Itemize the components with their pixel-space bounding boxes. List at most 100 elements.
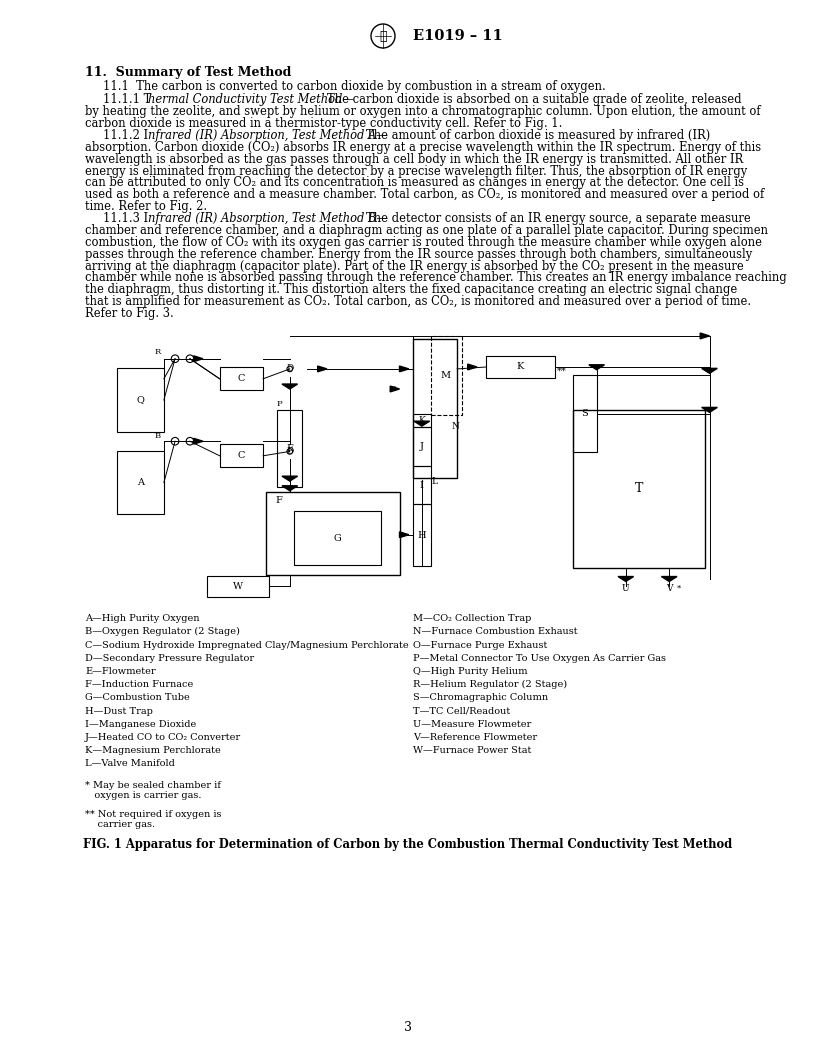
Text: E—Flowmeter: E—Flowmeter — [85, 667, 156, 676]
Text: T—TC Cell/Readout: T—TC Cell/Readout — [413, 706, 510, 716]
Text: P: P — [276, 400, 282, 408]
Text: T: T — [635, 483, 643, 495]
Text: F: F — [276, 496, 282, 505]
Text: D: D — [286, 447, 294, 456]
Bar — [413, 466, 431, 505]
Bar — [220, 367, 263, 391]
Text: Ⓞ: Ⓞ — [379, 30, 387, 42]
Polygon shape — [618, 577, 633, 582]
Text: M—CO₂ Collection Trap: M—CO₂ Collection Trap — [413, 615, 531, 623]
Polygon shape — [193, 356, 203, 361]
Text: K—Magnesium Perchlorate: K—Magnesium Perchlorate — [85, 747, 221, 755]
Text: **: ** — [557, 366, 567, 376]
Text: H: H — [418, 531, 426, 540]
Text: M: M — [441, 371, 451, 380]
Polygon shape — [700, 333, 709, 339]
Text: B: B — [155, 432, 161, 439]
Text: G: G — [334, 534, 341, 543]
Text: W: W — [233, 582, 243, 591]
Polygon shape — [468, 364, 477, 370]
Text: C: C — [237, 374, 245, 383]
Text: time. Refer to Fig. 2.: time. Refer to Fig. 2. — [85, 200, 207, 213]
Polygon shape — [390, 386, 400, 392]
Bar — [486, 356, 555, 378]
Text: 3: 3 — [404, 1021, 412, 1034]
Text: F—Induction Furnace: F—Induction Furnace — [85, 680, 193, 690]
Bar — [431, 336, 462, 415]
Text: absorption. Carbon dioxide (CO₂) absorbs IR energy at a precise wavelength withi: absorption. Carbon dioxide (CO₂) absorbs… — [85, 140, 761, 154]
Text: E: E — [286, 444, 293, 453]
Text: D: D — [286, 364, 294, 374]
Text: arriving at the diaphragm (capacitor plate). Part of the IR energy is absorbed b: arriving at the diaphragm (capacitor pla… — [85, 260, 743, 272]
Bar — [118, 451, 164, 514]
Text: U—Measure Flowmeter: U—Measure Flowmeter — [413, 720, 531, 729]
Bar — [294, 511, 381, 565]
Text: D—Secondary Pressure Regulator: D—Secondary Pressure Regulator — [85, 654, 254, 663]
Bar — [413, 339, 457, 478]
Text: can be attributed to only CO₂ and its concentration is measured as changes in en: can be attributed to only CO₂ and its co… — [85, 176, 744, 189]
Text: o: o — [391, 384, 397, 394]
Text: Q—High Purity Helium: Q—High Purity Helium — [413, 667, 527, 676]
Text: W—Furnace Power Stat: W—Furnace Power Stat — [413, 747, 531, 755]
Text: that is amplified for measurement as CO₂. Total carbon, as CO₂, is monitored and: that is amplified for measurement as CO₂… — [85, 295, 751, 308]
Polygon shape — [282, 384, 298, 389]
Text: The carbon dioxide is absorbed on a suitable grade of zeolite, released: The carbon dioxide is absorbed on a suit… — [326, 93, 741, 107]
Text: Q: Q — [136, 396, 144, 404]
Text: N: N — [451, 421, 459, 431]
Text: J: J — [419, 442, 424, 451]
Text: R—Helium Regulator (2 Stage): R—Helium Regulator (2 Stage) — [413, 680, 567, 690]
Text: A: A — [137, 478, 144, 487]
Text: 11.1  The carbon is converted to carbon dioxide by combustion in a stream of oxy: 11.1 The carbon is converted to carbon d… — [103, 79, 605, 93]
Text: L—Valve Manifold: L—Valve Manifold — [85, 759, 175, 769]
Text: N—Furnace Combustion Exhaust: N—Furnace Combustion Exhaust — [413, 627, 578, 637]
Text: FIG. 1 Apparatus for Determination of Carbon by the Combustion Thermal Conductiv: FIG. 1 Apparatus for Determination of Ca… — [83, 837, 733, 850]
Text: nfrared (IR) Absorption, Test Method B—: nfrared (IR) Absorption, Test Method B— — [148, 212, 388, 225]
Polygon shape — [589, 364, 605, 370]
Text: I—Manganese Dioxide: I—Manganese Dioxide — [85, 720, 197, 729]
Text: wavelength is absorbed as the gas passes through a cell body in which the IR ene: wavelength is absorbed as the gas passes… — [85, 153, 743, 166]
Text: used as both a reference and a measure chamber. Total carbon, as CO₂, is monitor: used as both a reference and a measure c… — [85, 188, 765, 201]
Text: by heating the zeolite, and swept by helium or oxygen into a chromatographic col: by heating the zeolite, and swept by hel… — [85, 105, 761, 118]
Text: The detector consists of an IR energy source, a separate measure: The detector consists of an IR energy so… — [366, 212, 751, 225]
Text: passes through the reference chamber. Energy from the IR source passes through b: passes through the reference chamber. En… — [85, 248, 752, 261]
Text: H—Dust Trap: H—Dust Trap — [85, 706, 153, 716]
Bar — [413, 428, 431, 466]
Text: * May be sealed chamber if
   oxygen is carrier gas.: * May be sealed chamber if oxygen is car… — [85, 780, 221, 799]
Bar — [573, 410, 705, 568]
Text: combustion, the flow of CO₂ with its oxygen gas carrier is routed through the me: combustion, the flow of CO₂ with its oxy… — [85, 235, 762, 249]
Text: O—Furnace Purge Exhaust: O—Furnace Purge Exhaust — [413, 641, 548, 649]
Text: A—High Purity Oxygen: A—High Purity Oxygen — [85, 615, 199, 623]
Text: chamber and reference chamber, and a diaphragm acting as one plate of a parallel: chamber and reference chamber, and a dia… — [85, 224, 768, 238]
Bar — [413, 505, 431, 566]
Text: 11.1.3 I: 11.1.3 I — [103, 212, 149, 225]
Polygon shape — [414, 421, 430, 427]
Text: R: R — [154, 347, 161, 356]
Bar — [413, 414, 431, 428]
Polygon shape — [317, 366, 327, 372]
Polygon shape — [702, 369, 717, 374]
Text: G—Combustion Tube: G—Combustion Tube — [85, 694, 190, 702]
Text: Refer to Fig. 3.: Refer to Fig. 3. — [85, 306, 174, 320]
Text: S—Chromagraphic Column: S—Chromagraphic Column — [413, 694, 548, 702]
Text: K: K — [419, 416, 425, 426]
Text: J—Heated CO to CO₂ Converter: J—Heated CO to CO₂ Converter — [85, 733, 241, 742]
Text: the diaphragm, thus distorting it. This distortion alters the fixed capacitance : the diaphragm, thus distorting it. This … — [85, 283, 737, 296]
Text: L: L — [432, 477, 438, 486]
Polygon shape — [282, 476, 298, 482]
Text: I: I — [419, 480, 424, 490]
Text: E1019 – 11: E1019 – 11 — [413, 29, 503, 43]
Polygon shape — [702, 408, 717, 412]
Text: nfrared (IR) Absorption, Test Method A—: nfrared (IR) Absorption, Test Method A— — [148, 129, 388, 143]
Text: V: V — [666, 584, 672, 593]
Text: K: K — [517, 362, 524, 372]
Text: chamber while none is absorbed passing through the reference chamber. This creat: chamber while none is absorbed passing t… — [85, 271, 787, 284]
Polygon shape — [193, 438, 203, 445]
Text: *: * — [676, 585, 681, 592]
Polygon shape — [662, 577, 677, 582]
Text: 11.1.1 T: 11.1.1 T — [103, 93, 152, 107]
Text: S: S — [582, 410, 588, 418]
Polygon shape — [400, 366, 409, 372]
Text: The amount of carbon dioxide is measured by infrared (IR): The amount of carbon dioxide is measured… — [366, 129, 710, 143]
Bar — [573, 375, 596, 452]
Bar — [207, 576, 269, 597]
